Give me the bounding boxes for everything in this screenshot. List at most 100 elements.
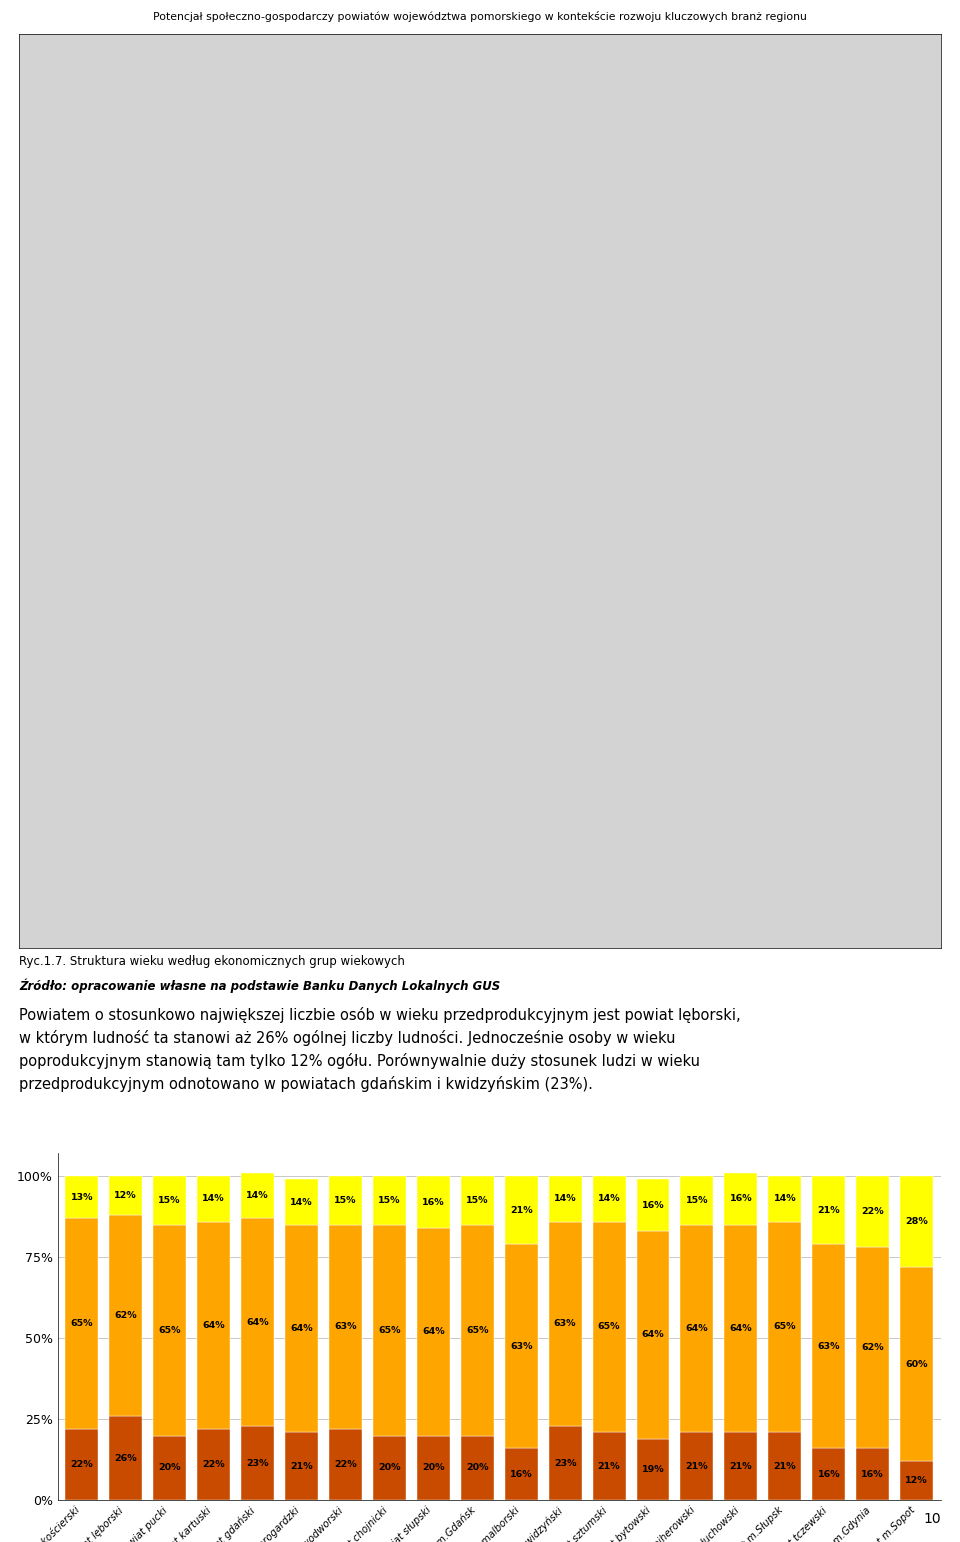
Bar xyxy=(285,1180,318,1224)
Bar xyxy=(372,1436,406,1500)
Bar xyxy=(592,1221,626,1433)
Bar xyxy=(812,1244,845,1448)
Text: Powiatem o stosunkowo największej liczbie osób w wieku przedprodukcyjnym jest po: Powiatem o stosunkowo największej liczbi… xyxy=(19,1007,741,1092)
Bar xyxy=(241,1173,274,1218)
Text: 12%: 12% xyxy=(905,1476,928,1485)
Text: 21%: 21% xyxy=(730,1462,753,1471)
Text: 16%: 16% xyxy=(510,1470,533,1479)
Text: 20%: 20% xyxy=(158,1463,180,1473)
Text: 64%: 64% xyxy=(422,1328,444,1337)
Text: 15%: 15% xyxy=(334,1197,357,1204)
Bar xyxy=(461,1436,493,1500)
Text: 65%: 65% xyxy=(158,1326,180,1335)
Bar xyxy=(725,1224,757,1433)
Bar xyxy=(725,1433,757,1500)
Text: 64%: 64% xyxy=(203,1321,225,1329)
Text: 16%: 16% xyxy=(641,1201,664,1210)
Text: 14%: 14% xyxy=(598,1195,620,1203)
Text: 21%: 21% xyxy=(598,1462,620,1471)
Bar xyxy=(681,1224,713,1433)
Bar xyxy=(154,1224,186,1436)
Text: 12%: 12% xyxy=(114,1190,137,1200)
Text: 15%: 15% xyxy=(466,1197,489,1204)
Bar xyxy=(417,1436,450,1500)
Bar xyxy=(461,1224,493,1436)
Bar xyxy=(636,1439,669,1500)
Text: 21%: 21% xyxy=(510,1206,533,1215)
Text: 23%: 23% xyxy=(554,1459,576,1468)
Bar xyxy=(900,1462,933,1500)
Text: 64%: 64% xyxy=(730,1325,753,1332)
Bar xyxy=(725,1173,757,1224)
Bar xyxy=(417,1227,450,1436)
Text: 65%: 65% xyxy=(466,1326,489,1335)
Text: 22%: 22% xyxy=(861,1207,884,1217)
Bar xyxy=(285,1224,318,1433)
Text: 62%: 62% xyxy=(114,1311,137,1320)
Text: 28%: 28% xyxy=(905,1217,928,1226)
Bar xyxy=(285,1433,318,1500)
Bar xyxy=(65,1177,98,1218)
Text: 64%: 64% xyxy=(290,1325,313,1332)
Text: 14%: 14% xyxy=(203,1195,225,1203)
Text: 62%: 62% xyxy=(861,1343,884,1352)
Bar xyxy=(154,1436,186,1500)
Bar xyxy=(900,1177,933,1268)
Text: 64%: 64% xyxy=(641,1331,664,1340)
Text: 63%: 63% xyxy=(818,1342,840,1351)
Bar xyxy=(768,1433,802,1500)
Bar xyxy=(636,1231,669,1439)
Text: 14%: 14% xyxy=(774,1195,796,1203)
Bar xyxy=(241,1426,274,1500)
Bar xyxy=(154,1177,186,1224)
Text: 65%: 65% xyxy=(70,1318,93,1328)
Bar xyxy=(681,1433,713,1500)
Text: 64%: 64% xyxy=(246,1317,269,1326)
Text: 16%: 16% xyxy=(422,1198,444,1206)
Bar xyxy=(417,1177,450,1227)
Bar xyxy=(856,1448,889,1500)
Bar xyxy=(329,1177,362,1224)
Bar xyxy=(505,1177,538,1244)
Bar xyxy=(856,1177,889,1247)
Text: 13%: 13% xyxy=(70,1192,93,1201)
Bar xyxy=(505,1448,538,1500)
Bar xyxy=(505,1244,538,1448)
Text: 20%: 20% xyxy=(466,1463,489,1473)
Text: 16%: 16% xyxy=(861,1470,884,1479)
Text: 15%: 15% xyxy=(685,1197,708,1204)
Bar xyxy=(372,1224,406,1436)
Text: 22%: 22% xyxy=(70,1460,93,1470)
Bar xyxy=(856,1247,889,1448)
Text: Potencjał społeczno-gospodarczy powiatów województwa pomorskiego w kontekście ro: Potencjał społeczno-gospodarczy powiatów… xyxy=(153,11,807,23)
Text: 21%: 21% xyxy=(290,1462,313,1471)
Bar xyxy=(329,1224,362,1429)
Text: 21%: 21% xyxy=(817,1206,840,1215)
Text: 15%: 15% xyxy=(158,1197,180,1204)
Text: Źródło: opracowanie własne na podstawie Banku Danych Lokalnych GUS: Źródło: opracowanie własne na podstawie … xyxy=(19,979,500,993)
Text: 16%: 16% xyxy=(817,1470,840,1479)
Bar xyxy=(329,1429,362,1500)
Text: 23%: 23% xyxy=(247,1459,269,1468)
Text: 14%: 14% xyxy=(246,1190,269,1200)
Text: 10: 10 xyxy=(924,1511,941,1527)
Bar xyxy=(681,1177,713,1224)
Text: 60%: 60% xyxy=(905,1360,928,1369)
Text: Ryc.1.7. Struktura wieku według ekonomicznych grup wiekowych: Ryc.1.7. Struktura wieku według ekonomic… xyxy=(19,954,405,968)
Bar xyxy=(592,1433,626,1500)
Text: 65%: 65% xyxy=(598,1323,620,1331)
Text: 65%: 65% xyxy=(774,1323,796,1331)
Text: 19%: 19% xyxy=(641,1465,664,1474)
Text: 22%: 22% xyxy=(203,1460,225,1470)
Text: 22%: 22% xyxy=(334,1460,357,1470)
Text: 64%: 64% xyxy=(685,1325,708,1332)
Bar xyxy=(548,1221,582,1426)
Text: 21%: 21% xyxy=(685,1462,708,1471)
Bar xyxy=(592,1177,626,1221)
Text: 63%: 63% xyxy=(554,1318,576,1328)
Bar xyxy=(768,1221,802,1433)
Bar xyxy=(636,1180,669,1231)
Bar xyxy=(548,1177,582,1221)
Bar xyxy=(109,1416,142,1500)
Bar xyxy=(768,1177,802,1221)
